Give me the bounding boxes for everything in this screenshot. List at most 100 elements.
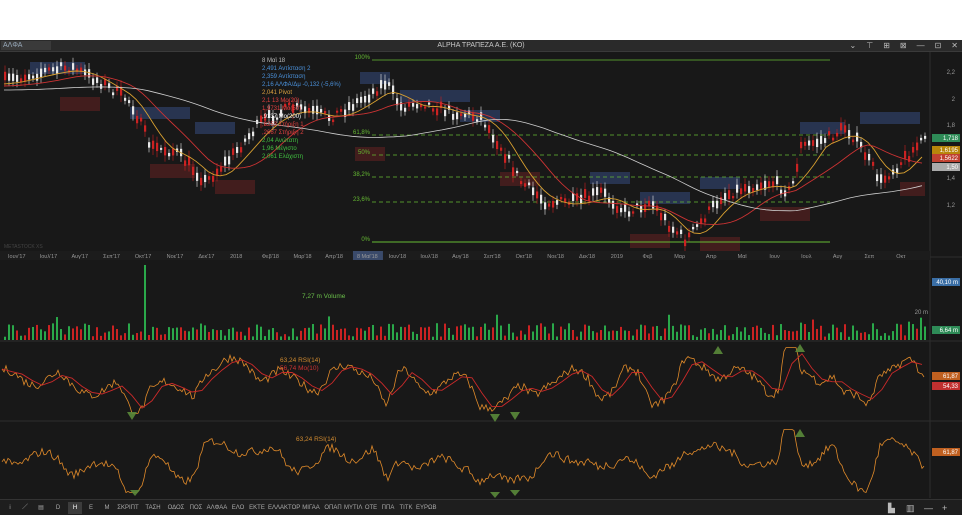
symbol-field[interactable]: ΑΛΦΑ: [1, 41, 51, 50]
volume-bar: [12, 325, 14, 340]
x-tick: Ιουν: [769, 254, 780, 260]
toolbar-item[interactable]: E: [88, 505, 93, 511]
bar-chart-icon[interactable]: ▙: [888, 503, 895, 513]
toolbar-item[interactable]: ΕΥΡΩΒ: [416, 505, 437, 511]
candle: [652, 201, 655, 209]
x-tick: Αυγ'17: [71, 254, 88, 260]
candle: [700, 218, 703, 224]
minimize-icon[interactable]: —: [924, 503, 933, 513]
candle: [828, 131, 831, 136]
volume-bar: [300, 330, 302, 340]
toolbar-item[interactable]: ΤΑΣΗ: [145, 505, 161, 511]
candle: [912, 147, 915, 153]
fib-label: 23,6%: [353, 197, 371, 203]
x-tick: Ιουλ: [801, 254, 812, 260]
candle: [16, 75, 19, 82]
candle: [128, 100, 131, 104]
candle: [356, 98, 359, 104]
toolbar-item[interactable]: ΕΛΟ: [231, 505, 245, 511]
dropdown-icon[interactable]: ⌄: [849, 41, 857, 50]
toolbar-item[interactable]: ▤: [38, 505, 44, 511]
volume-bar: [556, 336, 558, 340]
support-band: [215, 180, 255, 194]
volume-bar: [692, 335, 694, 340]
rsi-label-2: 63,24 RSI(14): [296, 436, 336, 443]
volume-bar: [824, 336, 826, 340]
candle: [368, 94, 371, 103]
candle: [656, 205, 659, 212]
candle: [168, 152, 171, 157]
volume-bar: [620, 326, 622, 340]
x-tick: Οκτ'18: [516, 254, 532, 260]
toolbar-item[interactable]: ΜΥΤΙΛ: [344, 505, 363, 511]
volume-bar: [772, 324, 774, 340]
support-band: [900, 182, 925, 196]
volume-bar: [784, 330, 786, 340]
volume-tag-label: 40,10 m: [936, 280, 958, 286]
volume-bar: [188, 331, 190, 340]
candle: [804, 141, 807, 146]
toolbar-item[interactable]: ／: [21, 505, 28, 511]
volume-bar: [760, 327, 762, 340]
volume-bar: [476, 336, 478, 340]
candle: [220, 166, 223, 172]
candle: [664, 213, 667, 221]
restore-icon[interactable]: ⊡: [934, 41, 942, 50]
candle: [504, 154, 507, 163]
candle: [428, 102, 431, 105]
volume-bar: [588, 325, 590, 340]
toolbar-item[interactable]: i: [9, 505, 11, 511]
x-tick: 8 Μαϊ'18: [357, 254, 378, 260]
toolbar-item[interactable]: ΤΙΤΚ: [399, 505, 413, 511]
toolbar-item[interactable]: ΟΤΕ: [364, 505, 378, 511]
toolbar-item[interactable]: D: [55, 505, 61, 511]
candle: [464, 113, 467, 118]
toolbar-item[interactable]: ΟΠΑΠ: [324, 505, 342, 511]
volume-bar: [812, 319, 814, 340]
chart-area[interactable]: 100% 61,8% 50% 38,2% 23,6% 0% 8 Μαϊ 18 2,491 Αν…: [0, 52, 962, 498]
volume-bar: [376, 335, 378, 340]
volume-bar: [592, 331, 594, 340]
candle: [76, 68, 79, 72]
volume-bar: [20, 335, 22, 340]
watermark: METASTOCK XS: [4, 244, 43, 250]
volume-bar: [228, 329, 230, 340]
plus-icon[interactable]: +: [942, 503, 948, 513]
toolbar-item[interactable]: ΠΠΑ: [381, 505, 395, 511]
toolbar-item[interactable]: ΕΚΤΕ: [249, 505, 265, 511]
candle: [444, 110, 447, 117]
candle: [440, 101, 443, 109]
toolbar-item[interactable]: ΠΟΣ: [189, 505, 203, 511]
support-band: [500, 172, 540, 186]
minimize-icon[interactable]: —: [916, 41, 925, 50]
volume-bar: [28, 327, 30, 340]
grid-icon[interactable]: ⊠: [899, 41, 907, 50]
volume-bar: [560, 326, 562, 340]
candle: [864, 152, 867, 160]
candle: [468, 110, 471, 115]
toolbar-item[interactable]: H: [68, 502, 82, 514]
close-icon[interactable]: ✕: [951, 41, 958, 50]
candle: [576, 193, 579, 201]
volume-bar: [100, 335, 102, 340]
candle: [616, 206, 619, 213]
volume-bar: [864, 332, 866, 340]
toolbar-item[interactable]: ΕΛΛΑΚΤΟΡ: [268, 505, 301, 511]
toolbar-item[interactable]: ΜΙΓΑΑ: [302, 505, 320, 511]
rsi-extreme-fill: [510, 490, 520, 496]
toolbar-item[interactable]: ΣΚΡΙΠΤ: [117, 505, 139, 511]
candle: [112, 92, 115, 96]
volume-bar: [728, 335, 730, 340]
bars-icon[interactable]: ▥: [906, 503, 915, 513]
toolbar-item[interactable]: ΟΔΟΣ: [167, 505, 185, 511]
rsi-extreme-fill: [490, 414, 500, 422]
candle: [192, 166, 195, 176]
pin-icon[interactable]: ⊤: [866, 41, 874, 50]
rsi-tag: [932, 372, 960, 380]
volume-bar: [336, 329, 338, 340]
toolbar-item[interactable]: M: [104, 505, 110, 511]
candle: [324, 110, 327, 114]
volume-bar: [768, 334, 770, 340]
tile-icon[interactable]: ⊞: [883, 41, 890, 50]
toolbar-item[interactable]: ΑΛΦΑΑ: [206, 505, 228, 511]
